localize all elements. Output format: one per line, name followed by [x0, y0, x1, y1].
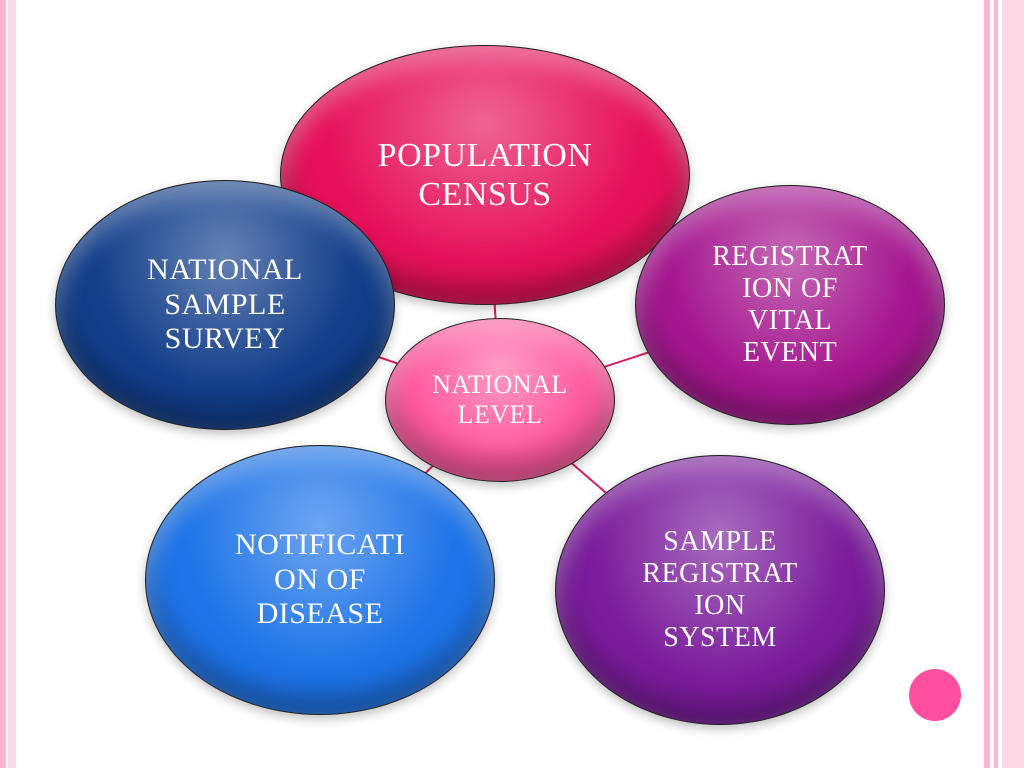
- node-national-sample-survey: NATIONAL SAMPLE SURVEY: [55, 180, 395, 430]
- node-label: SAMPLE REGISTRAT ION SYSTEM: [624, 516, 815, 665]
- center-node: NATIONAL LEVEL: [385, 318, 615, 482]
- accent-dot-icon: [909, 669, 961, 721]
- diagram-canvas: POPULATION CENSUS REGISTRAT ION OF VITAL …: [0, 0, 1024, 768]
- node-sample-registration-system: SAMPLE REGISTRAT ION SYSTEM: [555, 455, 885, 725]
- node-label: REGISTRAT ION OF VITAL EVENT: [694, 231, 885, 380]
- center-label: NATIONAL LEVEL: [414, 360, 585, 440]
- node-label: NATIONAL SAMPLE SURVEY: [129, 243, 321, 367]
- node-notification-disease: NOTIFICATI ON OF DISEASE: [145, 445, 495, 715]
- node-registration-vital-event: REGISTRAT ION OF VITAL EVENT: [635, 185, 945, 425]
- node-label: NOTIFICATI ON OF DISEASE: [217, 518, 423, 642]
- node-label: POPULATION CENSUS: [360, 126, 611, 224]
